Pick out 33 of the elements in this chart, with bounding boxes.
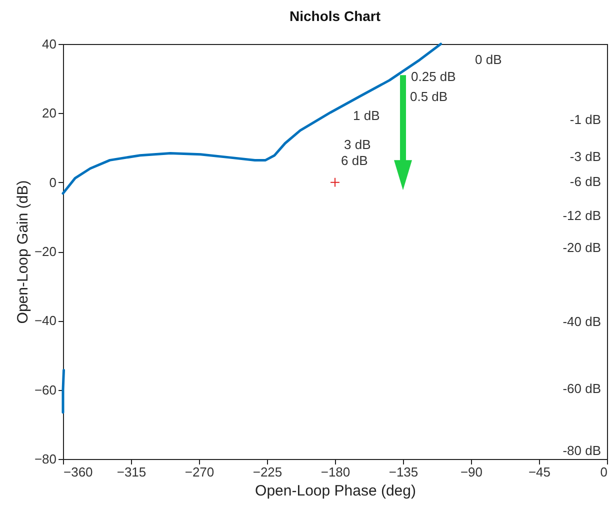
x-axis-title: Open-Loop Phase (deg)	[255, 482, 416, 500]
y-axis-title: Open-Loop Gain (dB)	[14, 180, 32, 324]
x-tick-label: −45	[528, 464, 551, 480]
x-tick-label: −135	[388, 464, 418, 480]
y-tick-label: −20	[34, 244, 56, 259]
x-tick-label: −180	[320, 464, 350, 480]
y-tick-label: 40	[42, 36, 56, 52]
annotation: -40 dB	[562, 314, 601, 329]
annotation: -1 dB	[570, 112, 601, 127]
x-tick-label: 0	[600, 464, 608, 480]
annotation: -6 dB	[570, 174, 601, 189]
y-tick-label: 20	[42, 106, 56, 121]
x-tick-label: −225	[252, 464, 282, 480]
annotation: 1 dB	[353, 108, 380, 123]
annotation: -20 dB	[562, 240, 601, 255]
y-tick-label: −80	[34, 452, 56, 466]
annotation: -3 dB	[570, 149, 601, 164]
x-tick-label: −90	[460, 464, 483, 480]
annotation: 0.25 dB	[411, 69, 456, 84]
annotation: 0.5 dB	[410, 89, 448, 104]
annotation: 6 dB	[341, 153, 368, 168]
annotation: 3 dB	[344, 137, 371, 152]
annotation: 0 dB	[475, 52, 502, 67]
x-tick-label: −315	[116, 464, 146, 480]
x-tick-label: −360	[64, 464, 93, 480]
y-tick-label: −60	[34, 382, 56, 398]
chart-title: Nichols Chart	[289, 8, 381, 24]
annotation: -80 dB	[562, 443, 601, 458]
y-tick-label: 0	[49, 174, 56, 190]
annotation: -60 dB	[562, 381, 601, 396]
y-tick-label: −40	[34, 313, 56, 328]
x-tick-label: −270	[184, 464, 214, 480]
annotation: -12 dB	[562, 208, 601, 223]
